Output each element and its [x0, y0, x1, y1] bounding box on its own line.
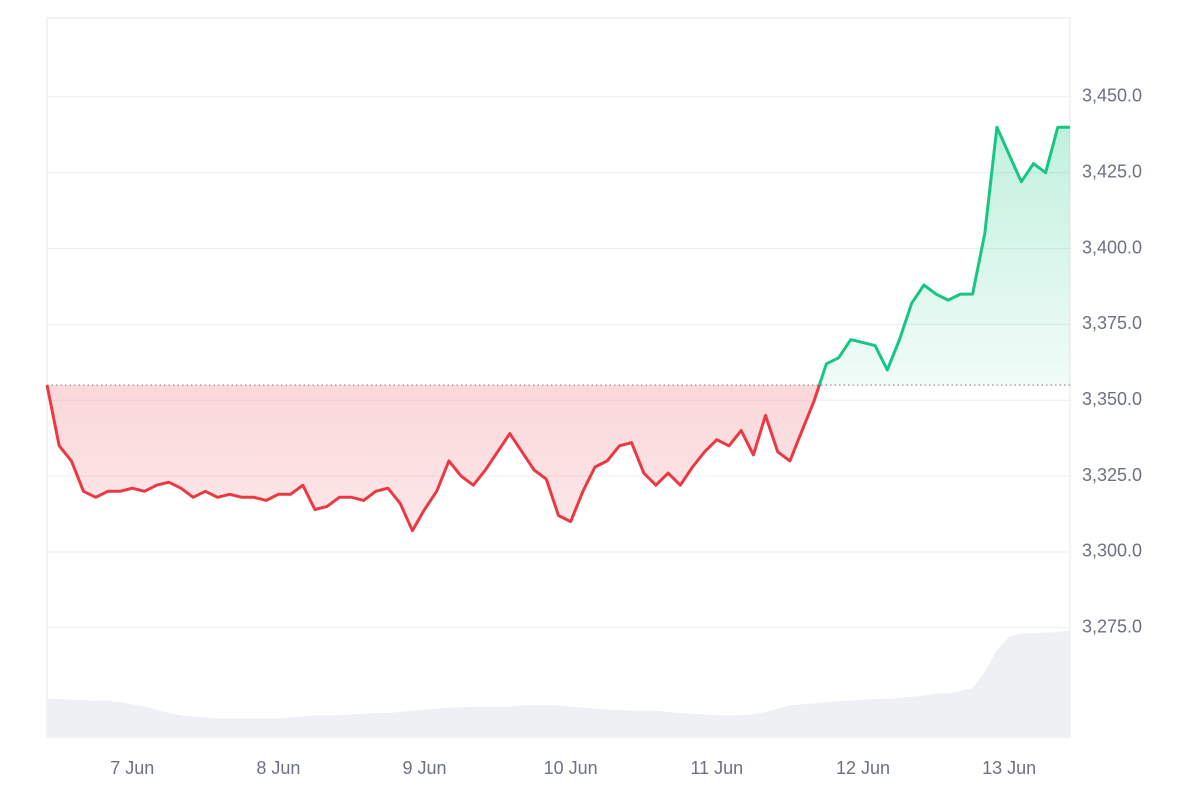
- price-area: [47, 127, 1070, 531]
- price-line: [45, 125, 1070, 533]
- x-tick-label: 8 Jun: [256, 758, 300, 778]
- x-tick-label: 12 Jun: [836, 758, 890, 778]
- x-tick-label: 13 Jun: [982, 758, 1036, 778]
- y-tick-label: 3,300.0: [1082, 541, 1142, 561]
- x-tick-label: 11 Jun: [690, 758, 743, 778]
- x-tick-label: 10 Jun: [544, 758, 598, 778]
- y-tick-label: 3,325.0: [1082, 465, 1142, 485]
- y-tick-label: 3,275.0: [1082, 617, 1142, 637]
- y-tick-label: 3,400.0: [1082, 237, 1142, 257]
- x-tick-label: 9 Jun: [403, 758, 447, 778]
- y-tick-label: 3,450.0: [1082, 86, 1142, 106]
- y-tick-label: 3,375.0: [1082, 313, 1142, 333]
- y-tick-label: 3,425.0: [1082, 161, 1142, 181]
- volume-area: [47, 630, 1070, 737]
- y-tick-label: 3,350.0: [1082, 389, 1142, 409]
- x-tick-label: 7 Jun: [110, 758, 154, 778]
